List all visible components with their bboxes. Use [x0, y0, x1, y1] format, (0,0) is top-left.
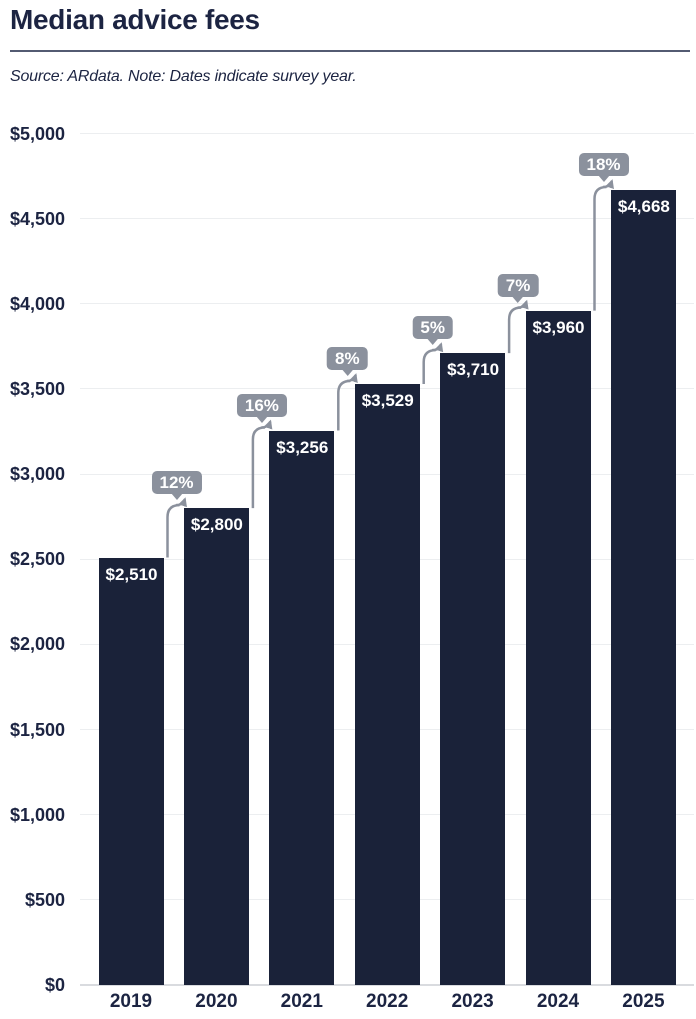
gridline — [80, 218, 694, 220]
growth-arrow — [593, 179, 614, 311]
y-axis-tick-label: $1,500 — [9, 719, 65, 740]
growth-arrow — [422, 342, 444, 385]
bar-2019 — [98, 557, 164, 985]
y-axis-tick-label: $3,500 — [9, 378, 65, 399]
bar-value-label: $4,668 — [617, 197, 670, 217]
pct-change-badge: 18% — [578, 153, 629, 177]
bar-value-label: $2,510 — [105, 564, 158, 584]
y-axis-tick-label: $500 — [24, 889, 65, 910]
pct-change-badge: 5% — [412, 316, 453, 340]
page-title: Median advice fees — [10, 4, 260, 35]
bar-value-label: $2,800 — [190, 515, 243, 535]
y-axis-tick-label: $1,000 — [9, 804, 65, 825]
x-axis-label-2022: 2022 — [366, 991, 409, 1012]
pct-change-badge: 12% — [151, 471, 202, 495]
bar-value-label: $3,960 — [532, 317, 585, 337]
bar-2025 — [610, 190, 676, 985]
y-axis-tick-label: $4,000 — [9, 293, 65, 314]
pct-change-badge: 16% — [236, 393, 287, 417]
gridline — [80, 133, 694, 134]
y-axis-tick-label: $5,000 — [9, 123, 65, 144]
growth-arrow — [251, 419, 273, 509]
x-axis-label-2019: 2019 — [109, 991, 153, 1012]
x-axis-label-2025: 2025 — [622, 991, 665, 1012]
x-axis-label-2024: 2024 — [536, 991, 580, 1012]
x-axis-label-2021: 2021 — [280, 991, 323, 1012]
pct-change-badge: 8% — [327, 347, 368, 370]
bar-2024 — [525, 310, 591, 985]
growth-arrow — [337, 373, 358, 431]
bar-2020 — [183, 508, 249, 985]
bar-value-label: $3,529 — [361, 391, 414, 410]
x-axis-baseline — [80, 984, 694, 986]
pct-change-badge: 7% — [497, 273, 539, 297]
y-axis-tick-label: $4,500 — [9, 208, 65, 229]
bar-2021 — [269, 430, 335, 985]
x-axis-label-2023: 2023 — [451, 991, 494, 1012]
growth-arrow — [507, 299, 529, 354]
title-divider — [10, 50, 690, 52]
growth-arrow — [166, 497, 187, 558]
bar-value-label: $3,710 — [447, 360, 500, 380]
bar-2022 — [354, 384, 420, 985]
bar-2023 — [440, 353, 506, 985]
source-note: Source: ARdata. Note: Dates indicate sur… — [10, 68, 357, 85]
y-axis-tick-label: $2,000 — [9, 634, 65, 655]
y-axis-tick-label: $2,500 — [9, 549, 65, 570]
gridline — [80, 303, 694, 305]
y-axis-tick-label: $0 — [44, 975, 65, 995]
x-axis-label-2020: 2020 — [195, 991, 238, 1012]
bar-value-label: $3,256 — [276, 437, 329, 457]
y-axis-tick-label: $3,000 — [9, 464, 65, 485]
